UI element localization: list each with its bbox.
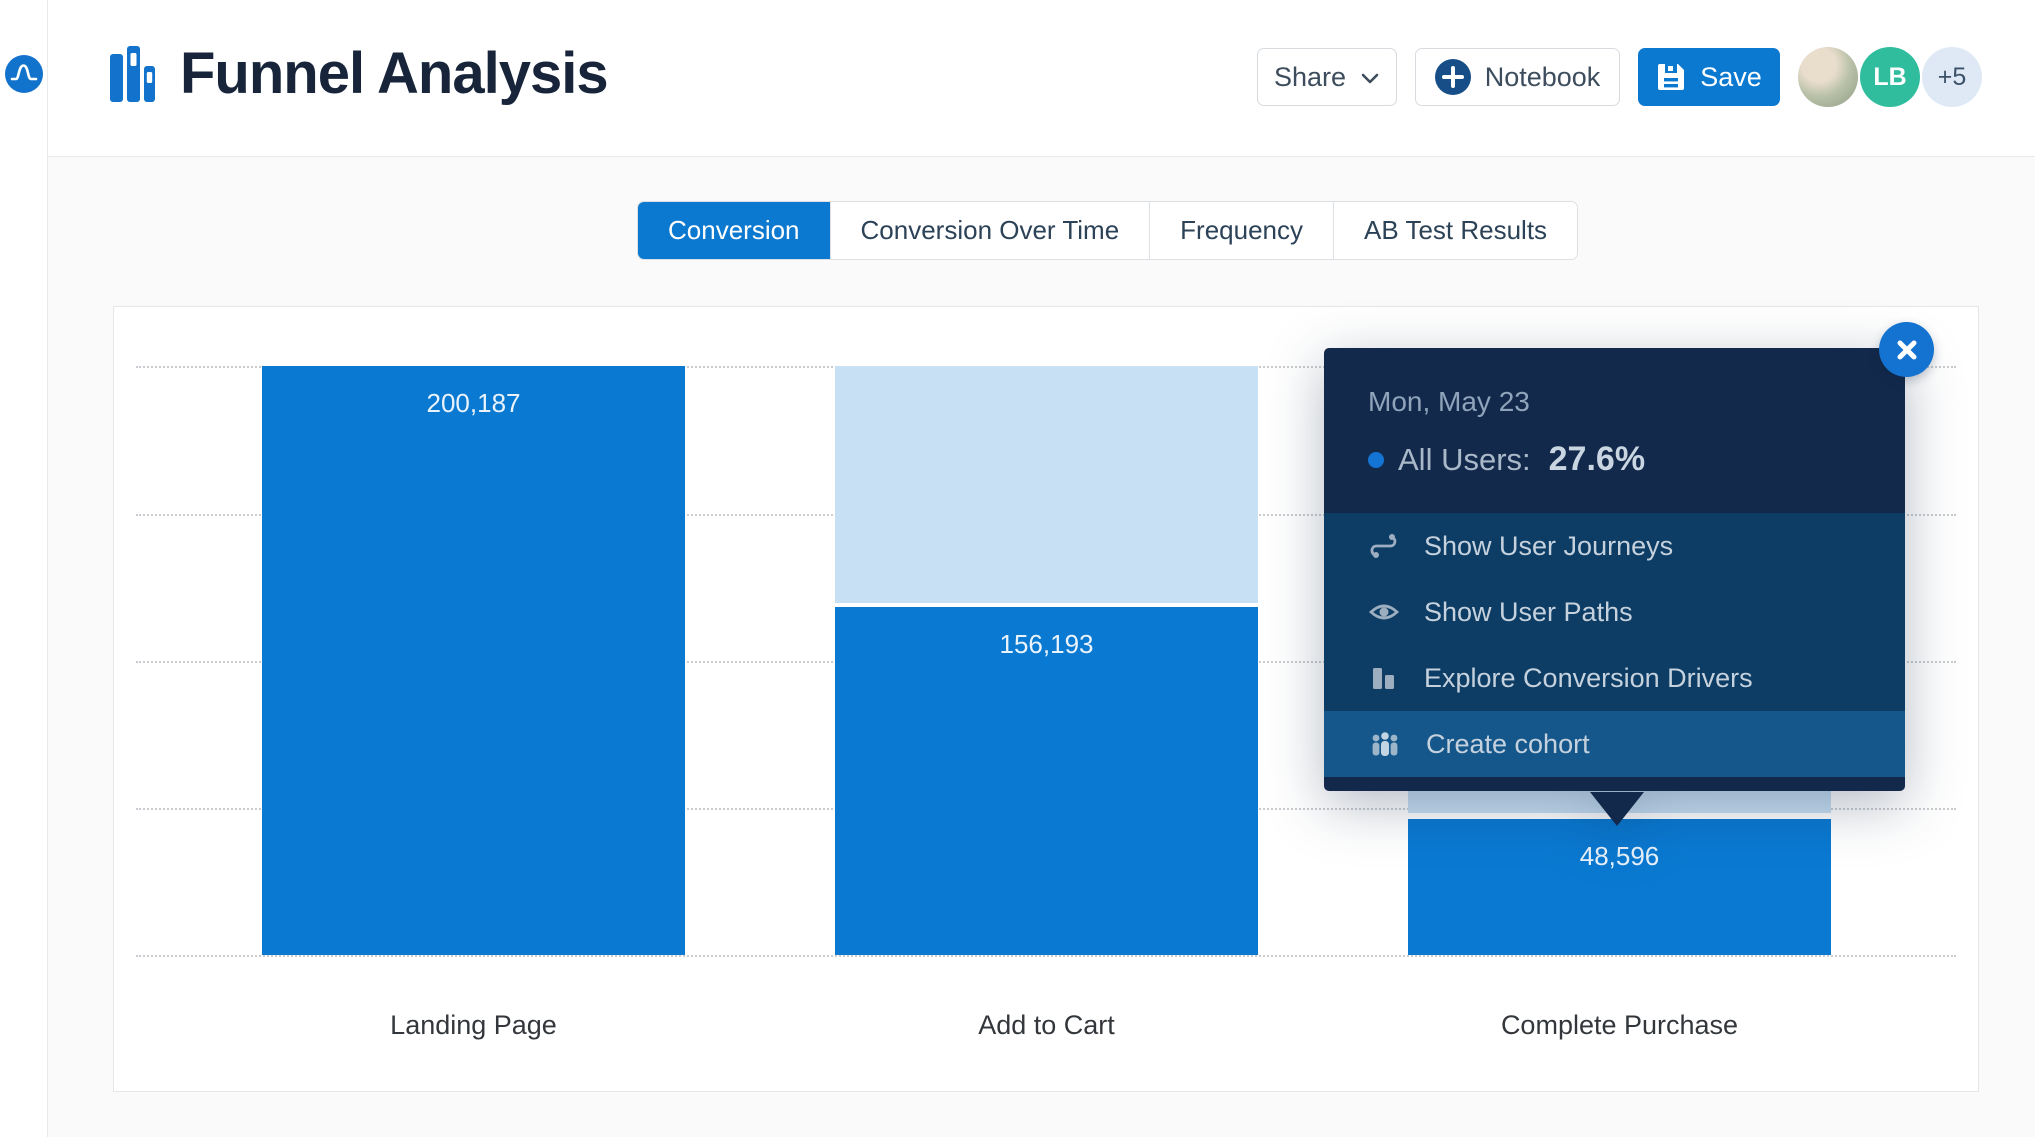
funnel-chart-card: 200,187 156,193 48,596 Landing Page Add … xyxy=(113,306,1979,1092)
menu-item-label: Create cohort xyxy=(1426,728,1590,759)
eye-icon xyxy=(1368,604,1400,620)
header-actions: Share Notebook xyxy=(1257,47,1982,107)
close-icon xyxy=(1897,340,1916,359)
avatar-overflow-count[interactable]: +5 xyxy=(1922,47,1982,107)
menu-item-label: Show User Journeys xyxy=(1424,530,1674,561)
tab-conversion[interactable]: Conversion xyxy=(638,202,830,259)
tab-ab-test-results[interactable]: AB Test Results xyxy=(1333,202,1578,259)
bar-value-label: 48,596 xyxy=(1579,841,1660,871)
menu-item-label: Show User Paths xyxy=(1424,596,1633,627)
bar-value-label: 200,187 xyxy=(426,388,521,418)
menu-item-explore-conversion-drivers[interactable]: Explore Conversion Drivers xyxy=(1324,645,1905,711)
save-button-label: Save xyxy=(1700,61,1762,92)
chevron-down-icon xyxy=(1361,73,1379,84)
journey-icon xyxy=(1370,534,1397,558)
menu-item-create-cohort[interactable]: Create cohort xyxy=(1324,711,1905,777)
datapoint-tooltip: Mon, May 23 All Users: 27.6% Show User J… xyxy=(1324,348,1905,826)
funnel-bar-complete-purchase[interactable]: 48,596 xyxy=(1408,819,1831,955)
plus-circle-icon xyxy=(1434,59,1471,95)
tooltip-close-button[interactable] xyxy=(1879,322,1934,377)
tooltip-footer-strip xyxy=(1324,777,1905,791)
save-icon xyxy=(1658,64,1685,90)
collaborator-avatars: LB +5 xyxy=(1796,47,1982,107)
tooltip-series-value: 27.6% xyxy=(1548,440,1646,478)
page-header: Funnel Analysis Share Notebook xyxy=(48,0,2035,157)
series-dot-icon xyxy=(1368,451,1384,468)
gridline xyxy=(136,955,1956,957)
bar-value-label: 156,193 xyxy=(999,629,1094,659)
category-label-landing-page: Landing Page xyxy=(390,1010,557,1040)
tooltip-series-label: All Users: xyxy=(1398,441,1531,477)
save-button[interactable]: Save xyxy=(1638,48,1780,106)
avatar-initials[interactable]: LB xyxy=(1860,47,1920,107)
category-label-complete-purchase: Complete Purchase xyxy=(1500,1010,1739,1040)
tooltip-series-row: All Users: 27.6% xyxy=(1368,440,1861,479)
title-group: Funnel Analysis xyxy=(110,40,609,107)
funnel-bar-landing-page[interactable]: 200,187 xyxy=(262,366,685,955)
tooltip-header: Mon, May 23 All Users: 27.6% xyxy=(1324,348,1905,513)
menu-item-show-user-journeys[interactable]: Show User Journeys xyxy=(1324,513,1905,579)
page-title: Funnel Analysis xyxy=(180,41,609,106)
tab-conversion-over-time[interactable]: Conversion Over Time xyxy=(829,202,1150,259)
funnel-dropoff-add-to-cart[interactable] xyxy=(835,366,1258,603)
avatar-initials-label: LB xyxy=(1873,62,1907,91)
menu-item-show-user-paths[interactable]: Show User Paths xyxy=(1324,579,1905,645)
notebook-button[interactable]: Notebook xyxy=(1415,48,1620,106)
tooltip-date: Mon, May 23 xyxy=(1368,386,1530,417)
bar-chart-icon xyxy=(1373,668,1394,689)
menu-item-label: Explore Conversion Drivers xyxy=(1424,662,1753,693)
tooltip-menu: Show User Journeys Show User Paths Explo… xyxy=(1324,513,1905,777)
left-nav-rail xyxy=(0,0,48,1137)
avatar-overflow-label: +5 xyxy=(1937,62,1967,91)
tooltip-pointer xyxy=(1590,792,1644,826)
view-tabs: Conversion Conversion Over Time Frequenc… xyxy=(637,201,1579,260)
amplitude-logo-icon[interactable] xyxy=(5,55,43,93)
share-button-label: Share xyxy=(1273,61,1347,92)
funnel-chart-icon xyxy=(110,45,155,102)
category-label-add-to-cart: Add to Cart xyxy=(978,1010,1115,1040)
notebook-button-label: Notebook xyxy=(1484,61,1601,92)
avatar-photo[interactable] xyxy=(1798,47,1858,107)
share-button[interactable]: Share xyxy=(1257,48,1397,106)
tab-frequency[interactable]: Frequency xyxy=(1149,202,1334,259)
funnel-bar-add-to-cart[interactable]: 156,193 xyxy=(835,607,1258,955)
people-icon xyxy=(1372,732,1398,756)
